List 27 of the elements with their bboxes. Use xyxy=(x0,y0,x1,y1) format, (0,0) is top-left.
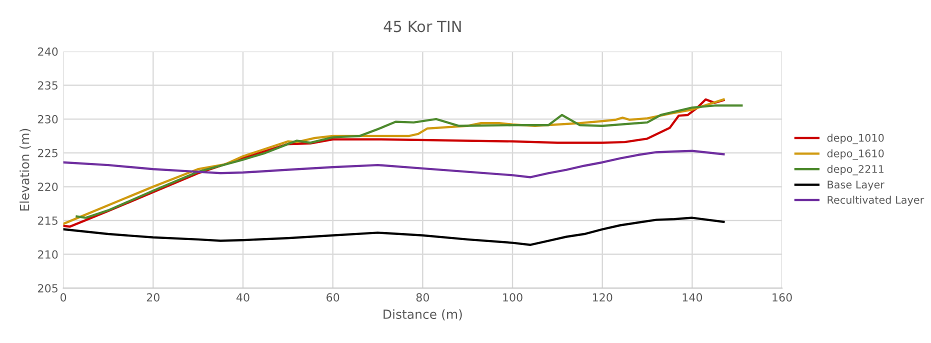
y-tick-label: 210 xyxy=(38,250,58,259)
line-series xyxy=(63,216,725,246)
y-tick-label: 225 xyxy=(38,148,58,158)
x-axis-title: Distance (m) xyxy=(384,309,462,320)
legend-label: depo_2211 xyxy=(827,164,884,176)
x-tick-label: 40 xyxy=(236,293,250,302)
y-tick-label: 205 xyxy=(38,284,58,292)
y-tick-label: 215 xyxy=(38,216,58,225)
y-tick-label: 235 xyxy=(38,81,58,90)
x-tick-label: 20 xyxy=(146,293,160,302)
x-tick-label: 80 xyxy=(416,293,430,302)
chart-title: 45 Kor TIN xyxy=(384,20,461,32)
x-tick-label: 140 xyxy=(682,293,702,302)
line-series xyxy=(63,150,725,178)
legend-label: Recultivated Layer xyxy=(828,196,924,206)
x-tick-label: 100 xyxy=(503,293,522,302)
y-tick-label: 220 xyxy=(38,182,58,192)
legend-label: Base Layer xyxy=(828,180,884,191)
x-tick-label: 0 xyxy=(60,293,66,302)
x-tick-label: 160 xyxy=(772,293,792,302)
y-axis-title: Elevation (m) xyxy=(20,128,31,211)
x-tick-label: 60 xyxy=(326,293,340,302)
x-tick-label: 120 xyxy=(592,293,612,302)
y-tick-label: 230 xyxy=(38,115,58,124)
legend-label: depo_1010 xyxy=(827,134,884,144)
y-tick-label: 240 xyxy=(38,47,58,56)
legend-label: depo_1610 xyxy=(827,149,884,160)
